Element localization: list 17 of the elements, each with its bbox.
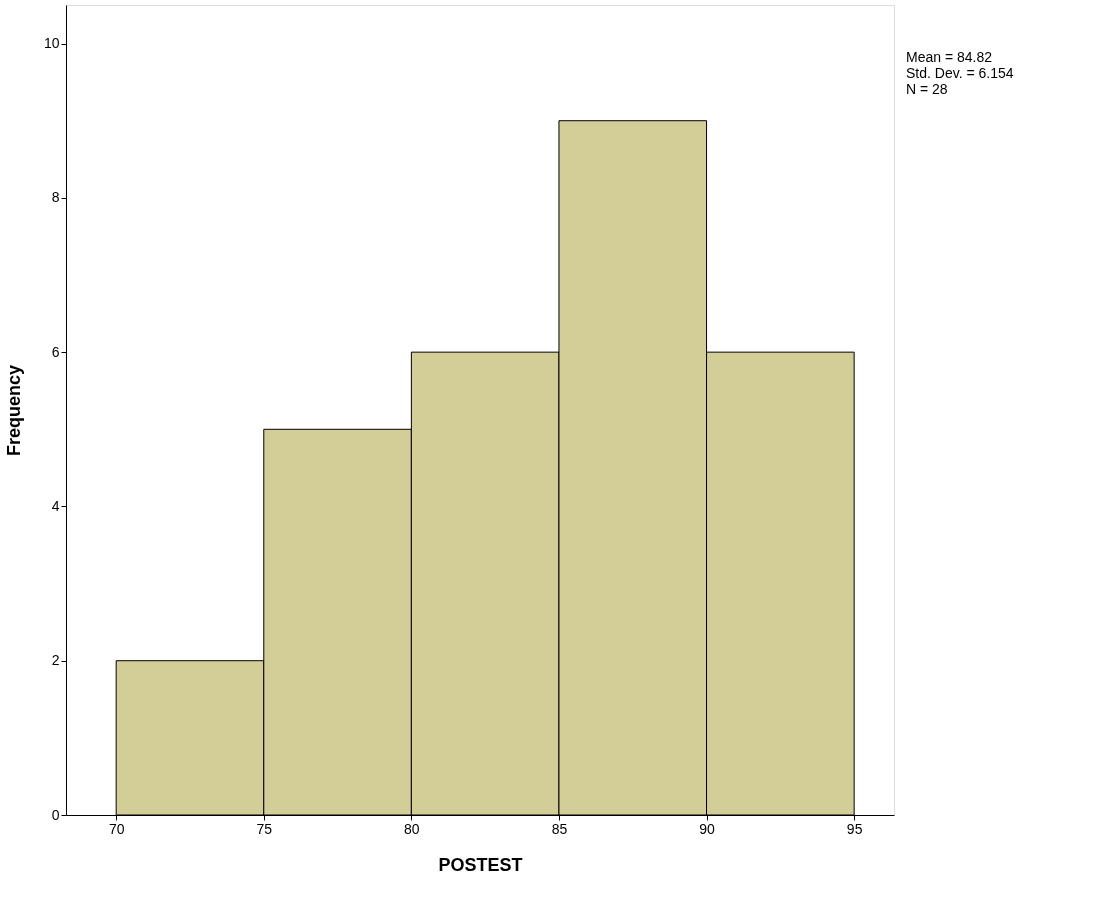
- text: N = 28: [906, 81, 948, 97]
- x-tick-label: 95: [846, 820, 863, 837]
- y-tick-label: 2: [51, 652, 60, 669]
- x-tick-label: 75: [256, 820, 273, 837]
- x-tick-label: 80: [404, 820, 420, 837]
- x-tick-label: 90: [699, 820, 716, 837]
- y-tick-label: 4: [51, 497, 60, 514]
- x-tick-label: 70: [108, 820, 125, 837]
- text: Mean = 84.82: [906, 49, 993, 65]
- y-tick-label: 6: [51, 343, 60, 360]
- y-axis-title: Frequency: [3, 364, 24, 457]
- y-tick-label: 8: [51, 189, 60, 206]
- x-axis-title: POSTEST: [438, 854, 523, 875]
- y-tick-label: 10: [43, 35, 60, 52]
- x-tick-label: 85: [551, 820, 568, 837]
- y-tick-label: 0: [51, 806, 60, 823]
- text: Std. Dev. = 6.154: [906, 65, 1014, 81]
